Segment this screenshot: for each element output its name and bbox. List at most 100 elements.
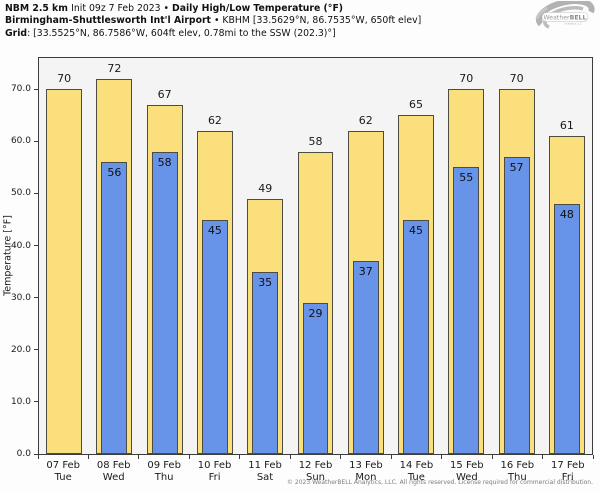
x-tick-weekday: Mon — [355, 471, 377, 483]
low-temp-bar: 29 — [302, 302, 329, 454]
low-temp-bar: 56 — [101, 162, 128, 454]
weatherbell-swirl-icon: WeatherBELL Analytics LLC — [535, 0, 595, 29]
day-slot: 72 56 — [89, 58, 139, 454]
y-tick-label: 50.0 — [10, 188, 31, 199]
title-line: Birmingham-Shuttlesworth Int'l Airport •… — [5, 15, 421, 27]
title-line: Grid: [33.5525°N, 86.7586°W, 604ft elev,… — [5, 28, 421, 40]
day-slot: 70 57 — [491, 58, 541, 454]
low-temp-value: 35 — [258, 275, 273, 289]
day-slot: 70 55 — [441, 58, 491, 454]
x-tick-mark — [491, 455, 493, 459]
low-temp-value: 57 — [509, 161, 524, 174]
x-tick-mark — [390, 455, 392, 459]
weatherbell-logo: WeatherBELL Analytics LLC — [533, 0, 597, 37]
low-temp-value: 48 — [559, 207, 574, 221]
high-temp-value: 65 — [409, 98, 424, 112]
x-axis-labels: 07 Feb Tue 08 Feb Wed 09 Feb Thu 10 Feb Fri 11 F… — [38, 460, 593, 483]
x-tick-date: 07 Feb — [46, 460, 81, 471]
y-tick-mark — [34, 401, 38, 403]
x-tick-date: 16 Feb — [500, 460, 535, 471]
x-tick-label: 07 Feb Tue — [38, 460, 88, 483]
low-temp-value: 45 — [409, 223, 424, 237]
x-tick-date: 11 Feb — [248, 460, 282, 471]
x-tick-label: 12 Feb Sun — [290, 460, 340, 483]
y-tick-mark — [34, 192, 38, 194]
low-temp-value: 37 — [358, 265, 373, 279]
high-temp-value: 67 — [157, 87, 172, 101]
y-tick-mark — [34, 140, 38, 142]
x-tick-mark — [441, 455, 443, 459]
x-tick-date: 17 Feb — [550, 460, 585, 471]
high-temp-value: 61 — [559, 119, 574, 133]
high-temp-value: 70 — [57, 72, 72, 86]
x-tick-weekday: Sun — [305, 471, 325, 483]
high-temp-bar — [46, 89, 83, 454]
title-segment: Grid — [5, 27, 28, 39]
low-temp-bar: 58 — [151, 151, 178, 454]
title-segment: Daily High/Low Temperature (°F) — [172, 3, 344, 14]
day-slot: 62 37 — [341, 58, 391, 454]
title-segment: • KBHM [33.5629°N, 86.7535°W, 650ft elev… — [210, 15, 422, 27]
low-temp-value: 55 — [459, 171, 474, 185]
x-tick-date: 08 Feb — [96, 460, 131, 471]
day-slot: 62 45 — [190, 58, 240, 454]
low-temp-bar: 55 — [453, 167, 480, 454]
low-temp-bar: 57 — [503, 157, 530, 454]
y-tick-mark — [34, 245, 38, 247]
day-slot: 70 — [39, 58, 89, 454]
x-tick-weekday: Wed — [102, 471, 125, 483]
high-temp-value: 72 — [107, 61, 122, 75]
x-tick-mark — [542, 455, 544, 459]
x-tick-mark — [138, 455, 140, 459]
y-tick-mark — [34, 297, 38, 299]
low-temp-value: 45 — [207, 223, 222, 237]
x-tick-label: 16 Feb Thu — [492, 460, 542, 483]
x-tick-weekday: Sat — [256, 471, 274, 483]
x-tick-weekday: Thu — [507, 471, 527, 483]
x-tick-date: 12 Feb — [298, 460, 333, 471]
high-temp-value: 70 — [459, 72, 474, 86]
x-tick-date: 14 Feb — [399, 460, 434, 471]
x-tick-label: 17 Feb Fri — [543, 460, 593, 483]
high-temp-value: 62 — [207, 113, 222, 127]
x-tick-date: 10 Feb — [197, 460, 232, 471]
low-temp-bar: 37 — [352, 261, 379, 454]
day-slot: 49 35 — [240, 58, 290, 454]
x-tick-weekday: Fri — [208, 471, 221, 483]
x-tick-weekday: Tue — [407, 471, 425, 483]
y-tick-mark — [34, 349, 38, 351]
low-temp-bar: 45 — [201, 219, 228, 454]
day-slot: 61 48 — [542, 58, 592, 454]
x-axis-ticks — [37, 455, 594, 459]
high-temp-value: 70 — [509, 72, 524, 86]
x-tick-label: 10 Feb Fri — [189, 460, 239, 483]
x-tick-date: 09 Feb — [147, 460, 181, 471]
x-tick-mark — [289, 455, 291, 459]
x-tick-label: 09 Feb Thu — [139, 460, 189, 483]
x-tick-weekday: Thu — [154, 471, 174, 483]
y-tick-label: 30.0 — [10, 292, 31, 303]
x-tick-label: 14 Feb Tue — [391, 460, 441, 483]
low-temp-bar: 48 — [553, 203, 580, 454]
x-tick-mark — [239, 455, 241, 459]
title-block: NBM 2.5 km Init 09z 7 Feb 2023 • Daily H… — [5, 3, 421, 40]
high-temp-value: 49 — [258, 181, 273, 195]
low-temp-bar: 35 — [252, 271, 279, 454]
y-tick-label: 20.0 — [10, 344, 31, 355]
y-tick-label: 60.0 — [10, 136, 31, 147]
low-temp-value: 58 — [157, 155, 172, 169]
plot-area: 70 72 56 67 58 62 45 49 35 58 29 62 37 65 45 70 55 70 57 61… — [38, 57, 593, 455]
y-tick-mark — [34, 453, 38, 455]
x-tick-mark — [592, 455, 594, 459]
x-tick-mark — [340, 455, 342, 459]
x-tick-weekday: Wed — [455, 471, 478, 483]
y-tick-mark — [34, 88, 38, 90]
title-segment: Birmingham-Shuttlesworth Int'l Airport — [5, 15, 211, 27]
y-tick-label: 40.0 — [10, 240, 31, 251]
y-tick-label: 70.0 — [10, 84, 31, 95]
x-tick-label: 08 Feb Wed — [88, 460, 138, 483]
title-line: NBM 2.5 km Init 09z 7 Feb 2023 • Daily H… — [5, 3, 421, 15]
low-temp-bar: 45 — [403, 219, 429, 454]
title-segment: Init 09z 7 Feb 2023 • — [71, 3, 172, 14]
